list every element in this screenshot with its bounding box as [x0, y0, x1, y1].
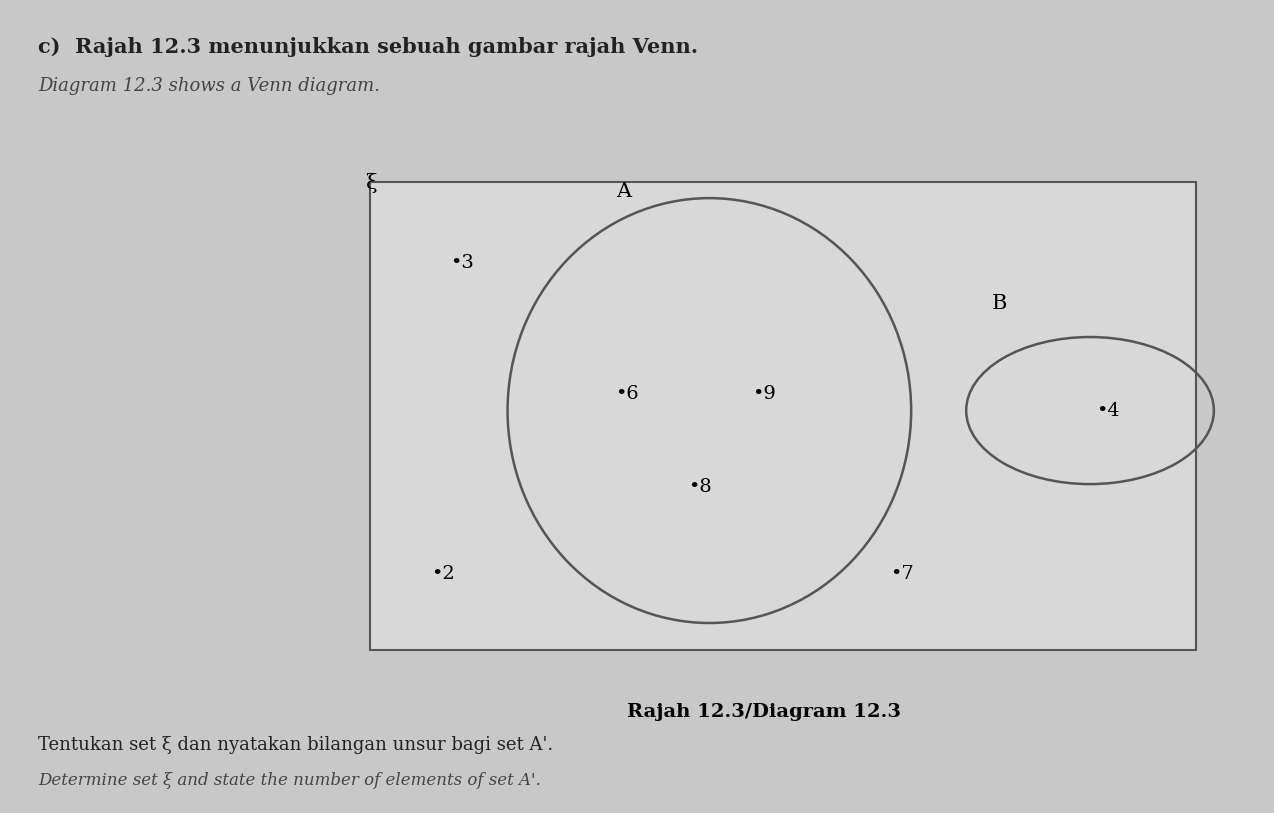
FancyBboxPatch shape — [369, 182, 1195, 650]
Text: •8: •8 — [688, 478, 712, 496]
Text: •9: •9 — [753, 385, 776, 403]
Text: •2: •2 — [432, 565, 455, 583]
Text: ξ: ξ — [366, 172, 377, 193]
Text: •6: •6 — [615, 385, 638, 403]
Text: •3: •3 — [450, 254, 474, 272]
Text: •7: •7 — [891, 565, 913, 583]
Text: A: A — [617, 182, 632, 201]
Text: Diagram 12.3 shows a Venn diagram.: Diagram 12.3 shows a Venn diagram. — [38, 77, 380, 95]
Text: •4: •4 — [1097, 402, 1120, 420]
Text: Determine set ξ and state the number of elements of set A'.: Determine set ξ and state the number of … — [38, 772, 541, 789]
Text: Tentukan set ξ dan nyatakan bilangan unsur bagi set A'.: Tentukan set ξ dan nyatakan bilangan uns… — [38, 736, 553, 754]
Text: c)  Rajah 12.3 menunjukkan sebuah gambar rajah Venn.: c) Rajah 12.3 menunjukkan sebuah gambar … — [38, 37, 698, 57]
Text: Rajah 12.3/Diagram 12.3: Rajah 12.3/Diagram 12.3 — [627, 703, 902, 721]
Text: B: B — [992, 293, 1008, 312]
